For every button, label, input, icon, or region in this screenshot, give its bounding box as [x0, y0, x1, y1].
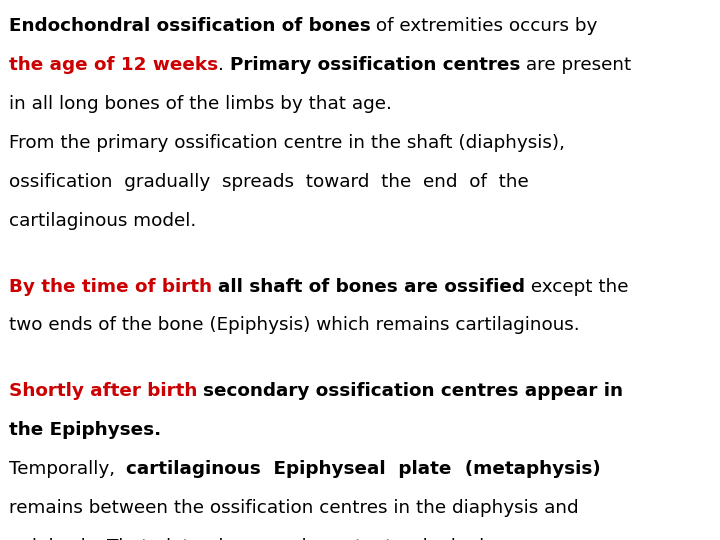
Text: in all long bones of the limbs by that age.: in all long bones of the limbs by that a…: [9, 95, 392, 113]
Text: From the primary ossification centre in the shaft (diaphysis),: From the primary ossification centre in …: [9, 134, 564, 152]
Text: (metaphysis): (metaphysis): [451, 460, 600, 478]
Text: cartilaginous model.: cartilaginous model.: [9, 212, 196, 230]
Text: are present: are present: [520, 56, 631, 74]
Text: Shortly after birth: Shortly after birth: [9, 382, 197, 400]
Text: secondary ossification centres appear in: secondary ossification centres appear in: [203, 382, 623, 400]
Text: of extremities occurs by: of extremities occurs by: [370, 17, 598, 35]
Text: Endochondral ossification of bones: Endochondral ossification of bones: [9, 17, 370, 35]
Text: the age of 12 weeks: the age of 12 weeks: [9, 56, 217, 74]
Text: Temporally,: Temporally,: [9, 460, 127, 478]
Text: cartilaginous  Epiphyseal  plate: cartilaginous Epiphyseal plate: [127, 460, 451, 478]
Text: the Epiphyses.: the Epiphyses.: [9, 421, 161, 439]
Text: By the time of birth: By the time of birth: [9, 278, 212, 295]
Text: Primary ossification centres: Primary ossification centres: [230, 56, 520, 74]
Text: except the: except the: [524, 278, 628, 295]
Text: all shaft of bones are ossified: all shaft of bones are ossified: [217, 278, 524, 295]
Text: epiphysis. That plate plays  an  important  role  in  bone: epiphysis. That plate plays an important…: [9, 538, 525, 540]
Text: .: .: [217, 56, 230, 74]
Text: remains between the ossification centres in the diaphysis and: remains between the ossification centres…: [9, 499, 578, 517]
Text: ossification  gradually  spreads  toward  the  end  of  the: ossification gradually spreads toward th…: [9, 173, 528, 191]
Text: two ends of the bone (Epiphysis) which remains cartilaginous.: two ends of the bone (Epiphysis) which r…: [9, 316, 580, 334]
